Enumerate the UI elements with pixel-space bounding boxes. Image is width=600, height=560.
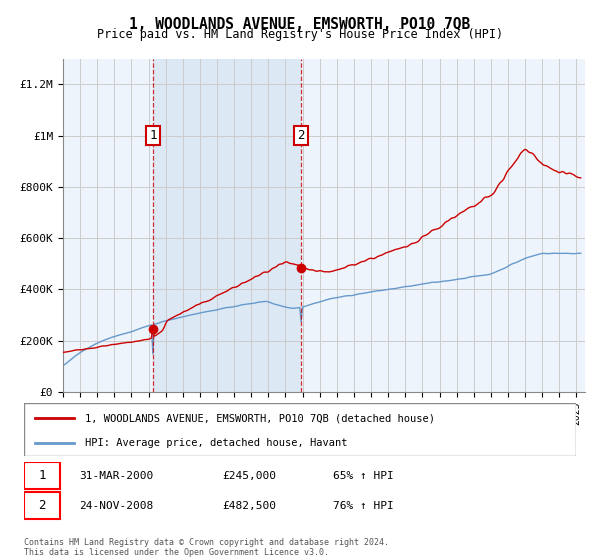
Text: Contains HM Land Registry data © Crown copyright and database right 2024.
This d: Contains HM Land Registry data © Crown c… <box>24 538 389 557</box>
Text: 2: 2 <box>297 129 305 142</box>
Text: £245,000: £245,000 <box>223 470 277 480</box>
Bar <box>24 462 60 489</box>
Text: 31-MAR-2000: 31-MAR-2000 <box>79 470 154 480</box>
Text: 1, WOODLANDS AVENUE, EMSWORTH, PO10 7QB (detached house): 1, WOODLANDS AVENUE, EMSWORTH, PO10 7QB … <box>85 413 435 423</box>
Text: £482,500: £482,500 <box>223 501 277 511</box>
Text: 1: 1 <box>149 129 157 142</box>
Bar <box>24 492 60 520</box>
Text: Price paid vs. HM Land Registry's House Price Index (HPI): Price paid vs. HM Land Registry's House … <box>97 28 503 41</box>
Text: 1: 1 <box>38 469 46 482</box>
Text: 65% ↑ HPI: 65% ↑ HPI <box>333 470 394 480</box>
Text: 1, WOODLANDS AVENUE, EMSWORTH, PO10 7QB: 1, WOODLANDS AVENUE, EMSWORTH, PO10 7QB <box>130 17 470 32</box>
Text: 76% ↑ HPI: 76% ↑ HPI <box>333 501 394 511</box>
Text: HPI: Average price, detached house, Havant: HPI: Average price, detached house, Hava… <box>85 437 347 447</box>
Bar <box>153 59 301 392</box>
Text: 2: 2 <box>38 500 46 512</box>
Text: 24-NOV-2008: 24-NOV-2008 <box>79 501 154 511</box>
